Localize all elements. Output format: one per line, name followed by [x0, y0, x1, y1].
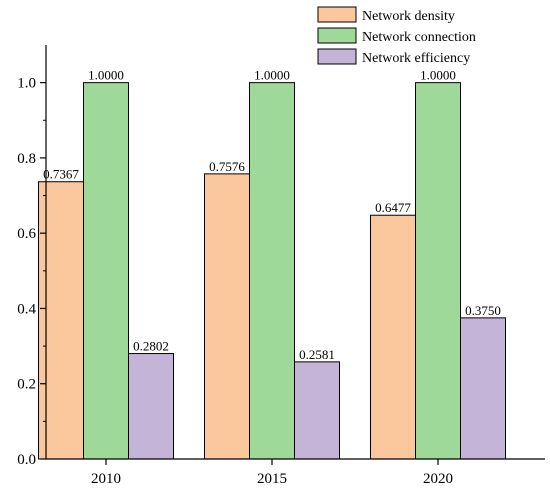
data-label: 0.3750 — [465, 303, 501, 318]
legend-label: Network connection — [362, 30, 476, 45]
bar-network-connection-2020 — [415, 82, 461, 460]
data-label: 1.0000 — [420, 68, 456, 83]
y-tick-label: 0.8 — [17, 151, 36, 167]
data-label: 0.2581 — [299, 347, 335, 362]
data-label: 1.0000 — [88, 68, 124, 83]
y-tick-label: 0.2 — [17, 377, 36, 393]
x-tick-label: 2010 — [91, 471, 121, 487]
y-tick-label: 1.0 — [17, 76, 36, 92]
legend-label: Network density — [362, 9, 455, 24]
x-tick-label: 2015 — [257, 471, 287, 487]
legend-swatch — [317, 48, 357, 65]
legend-swatch — [317, 27, 357, 44]
bar-network-density-2020 — [370, 214, 416, 460]
legend-swatch — [317, 6, 357, 23]
y-tick-label: 0.6 — [17, 226, 36, 242]
bar-network-density-2010 — [38, 181, 84, 460]
data-label: 0.7367 — [43, 167, 79, 182]
bars-group — [38, 82, 506, 460]
data-labels-group: 0.7367 0.7576 0.6477 1.0000 1.0000 1.0000 0.28… — [43, 68, 501, 362]
legend-label: Network efficiency — [362, 51, 470, 66]
y-tick-label: 0.0 — [17, 452, 36, 468]
axes-group: 0.0 0.2 0.4 0.6 0.8 1.0 2010 2015 2020 — [17, 45, 545, 487]
data-label: 0.7576 — [209, 159, 245, 174]
bar-network-efficiency-2020 — [460, 317, 506, 460]
bar-network-connection-2010 — [83, 82, 129, 460]
legend: Network density Network connection Network… — [317, 6, 476, 66]
y-tick-label: 0.4 — [17, 301, 36, 317]
data-label: 0.2802 — [133, 339, 169, 354]
bar-network-density-2015 — [204, 173, 250, 460]
bar-network-efficiency-2010 — [128, 353, 174, 460]
data-label: 1.0000 — [254, 68, 290, 83]
x-tick-label: 2020 — [423, 471, 453, 487]
bar-network-efficiency-2015 — [294, 361, 340, 460]
data-label: 0.6477 — [375, 200, 411, 215]
bar-network-connection-2015 — [249, 82, 295, 460]
